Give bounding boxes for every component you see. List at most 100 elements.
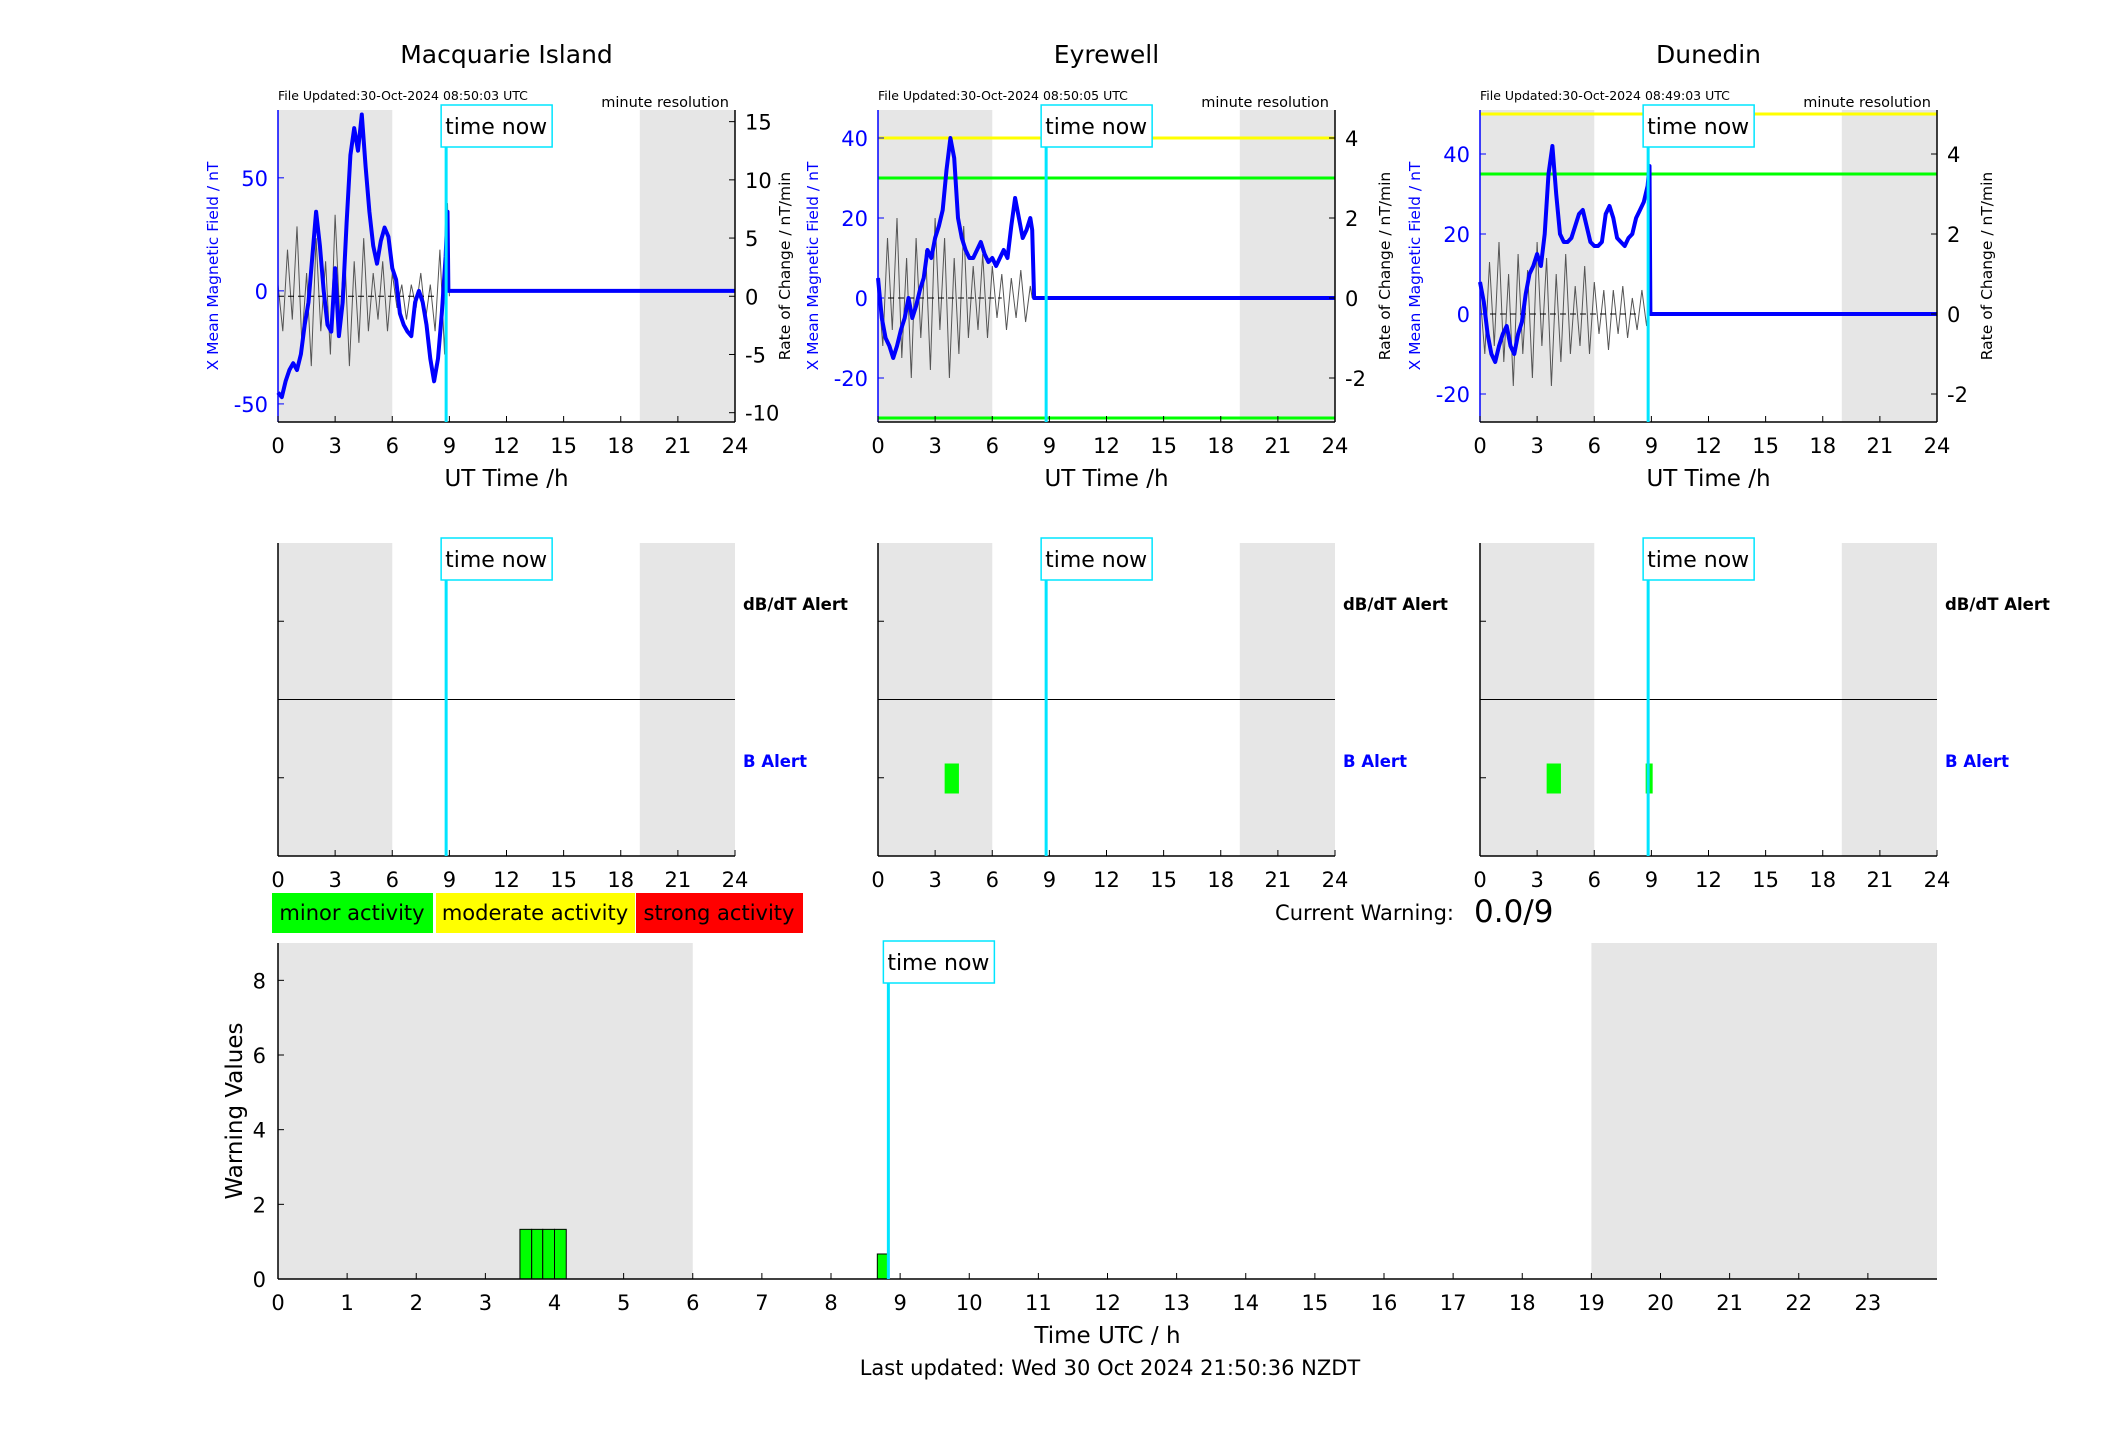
macquarie-dbdt-alert-label: dB/dT Alert [743,595,848,614]
eyrewell-alert-xtick-label: 15 [1150,868,1177,892]
warning-ytick-label: 6 [253,1044,266,1068]
legend-swatch-strong [636,893,803,933]
macquarie-xtick-label: 24 [722,434,749,458]
warning-xtick-label: 2 [410,1291,423,1315]
warning-ytick-label: 4 [253,1119,266,1143]
macquarie-alert-xtick-label: 3 [328,868,341,892]
alert-plot-dunedin: 0 3 6 9 12 15 18 21 24 dB/dT Alert B Alert time now [1473,537,2050,892]
eyrewell-rate-series [877,217,1033,379]
eyrewell-ytick-left-label: -20 [834,367,868,391]
eyrewell-b-alert-block-0 [944,763,959,794]
warning-xtick-label: 8 [824,1291,837,1315]
warning-xtick-label: 4 [548,1291,561,1315]
current-warning-label: Current Warning: [1275,901,1454,925]
station-field-plots: Macquarie Island File Updated:30-Oct-2024… [204,40,1996,492]
dunedin-time-now-box [1642,104,1755,148]
macquarie-alert-xtick-label: 24 [722,868,749,892]
macquarie-xtick-label: 21 [665,434,692,458]
macquarie-ytick-left-label: 50 [241,167,268,191]
macquarie-xlabel: UT Time /h [444,466,568,492]
legend-swatch-moderate [436,893,635,933]
dunedin-b-series [1478,144,1937,364]
eyrewell-ytick-left-label: 0 [855,287,868,311]
warning-xtick-label: 17 [1440,1291,1467,1315]
eyrewell-alert-xtick-label: 6 [986,868,999,892]
dunedin-ylabel-left: X Mean Magnetic Field / nT [1406,161,1424,370]
eyrewell-xlabel: UT Time /h [1044,466,1168,492]
warning-xtick-label: 16 [1371,1291,1398,1315]
warning-xtick-label: 23 [1855,1291,1882,1315]
macquarie-ytick-right-label: 0 [745,285,758,309]
station-plot-macquarie: Macquarie Island File Updated:30-Oct-2024… [204,40,794,492]
dunedin-alert-time-now-label: time now [1647,548,1749,573]
eyrewell-alert-xtick-label: 21 [1265,868,1292,892]
macquarie-file-updated: File Updated:30-Oct-2024 08:50:03 UTC [278,88,528,103]
macquarie-time-now-box [440,104,553,148]
macquarie-ytick-right-label: -5 [745,343,766,367]
current-warning-value: 0.0/9 [1474,894,1553,930]
macquarie-alert-xtick-label: 21 [665,868,692,892]
station-alert-plots: 0 3 6 9 12 15 18 21 24 dB/dT Alert B Alert time now… [271,537,2050,892]
eyrewell-ytick-right-label: 0 [1345,287,1358,311]
warning-night-band-0 [278,943,693,1279]
eyrewell-ytick-right-label: 2 [1345,207,1358,231]
macquarie-minute-resolution: minute resolution [601,95,729,111]
macquarie-xtick-label: 3 [328,434,341,458]
eyrewell-alert-xtick-label: 12 [1093,868,1120,892]
eyrewell-file-updated: File Updated:30-Oct-2024 08:50:05 UTC [878,88,1128,103]
dunedin-xtick-label: 18 [1809,434,1836,458]
dunedin-night-band-0 [1480,110,1595,422]
station-plot-dunedin: Dunedin File Updated:30-Oct-2024 08:49:03… [1406,40,1996,492]
eyrewell-xtick-label: 9 [1043,434,1056,458]
warning-time-now-box [882,940,996,984]
alert-plot-macquarie: 0 3 6 9 12 15 18 21 24 dB/dT Alert B Alert time now [271,537,848,892]
dunedin-time-now-label: time now [1647,115,1749,140]
warning-xtick-label: 0 [271,1291,284,1315]
alert-plot-eyrewell: 0 3 6 9 12 15 18 21 24 dB/dT Alert B Alert time now [871,537,1448,892]
macquarie-alert-xtick-label: 18 [607,868,634,892]
dunedin-ytick-right-label: 2 [1947,223,1960,247]
dunedin-xlabel: UT Time /h [1646,466,1770,492]
dunedin-xtick-label: 24 [1924,434,1951,458]
dunedin-ytick-left-label: 20 [1443,223,1470,247]
macquarie-b-series [276,112,735,400]
eyrewell-ytick-left-label: 20 [841,207,868,231]
warning-xtick-label: 15 [1302,1291,1329,1315]
dunedin-ytick-left-label: -20 [1436,383,1470,407]
macquarie-ytick-left-label: 0 [255,280,268,304]
warning-xtick-label: 9 [893,1291,906,1315]
macquarie-xtick-label: 0 [271,434,284,458]
macquarie-xtick-label: 9 [443,434,456,458]
warning-ytick-label: 8 [253,969,266,993]
dunedin-minute-resolution: minute resolution [1803,95,1931,111]
eyrewell-xtick-label: 21 [1265,434,1292,458]
macquarie-ylabel-right: Rate of Change / nT/min [776,172,794,361]
dunedin-ytick-right-label: -2 [1947,383,1968,407]
dunedin-xtick-label: 6 [1588,434,1601,458]
dunedin-alert-xtick-label: 15 [1752,868,1779,892]
dunedin-alert-xtick-label: 12 [1695,868,1722,892]
dunedin-title: Dunedin [1656,40,1761,69]
warning-ytick-label: 2 [253,1193,266,1217]
eyrewell-night-band-1 [1239,110,1335,422]
warning-time-now-label: time now [887,951,989,976]
macquarie-ylabel-left: X Mean Magnetic Field / nT [204,161,222,370]
eyrewell-xtick-label: 3 [928,434,941,458]
eyrewell-title: Eyrewell [1054,40,1159,69]
warning-xtick-label: 12 [1094,1291,1121,1315]
warning-xtick-label: 5 [617,1291,630,1315]
eyrewell-alert-xtick-label: 3 [928,868,941,892]
warning-xtick-label: 18 [1509,1291,1536,1315]
macquarie-alert-xtick-label: 12 [493,868,520,892]
activity-legend: minor activity moderate activity strong … [272,893,803,933]
legend-label-strong: strong activity [644,901,795,925]
macquarie-alert-time-now-box [440,537,553,581]
eyrewell-ylabel-left: X Mean Magnetic Field / nT [804,161,822,370]
dunedin-ytick-right-label: 0 [1947,303,1960,327]
eyrewell-alert-xtick-label: 24 [1322,868,1349,892]
dunedin-xtick-label: 9 [1645,434,1658,458]
warning-ylabel: Warning Values [222,1022,248,1199]
eyrewell-ytick-right-label: 4 [1345,127,1358,151]
dunedin-ytick-right-label: 4 [1947,143,1960,167]
dunedin-xtick-label: 21 [1867,434,1894,458]
